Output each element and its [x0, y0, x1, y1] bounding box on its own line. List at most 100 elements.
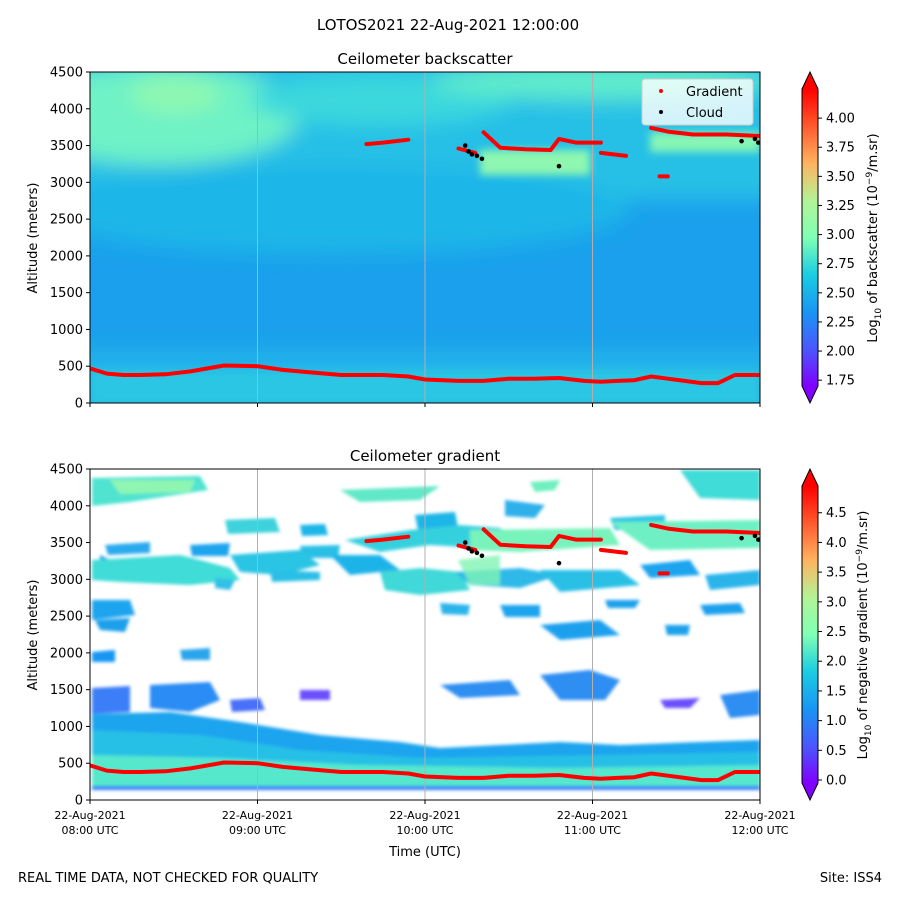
cloud-point	[466, 546, 471, 551]
y-tick-label: 4000	[50, 102, 83, 117]
legend-cloud-marker	[659, 110, 663, 114]
colorbar-tick-label: 4.00	[826, 112, 855, 127]
gradient-colorbar-label: Log10 of negative gradient (10−9/m.sr)	[855, 511, 874, 760]
backscatter-ylabel: Altitude (meters)	[26, 183, 41, 294]
y-tick-label: 4500	[50, 463, 83, 478]
gradient-grid	[257, 469, 593, 800]
y-tick-label: 2000	[50, 249, 83, 264]
y-tick-label: 0	[75, 794, 83, 809]
cloud-point	[756, 537, 760, 542]
cloud-point	[466, 149, 471, 154]
x-tick-time: 08:00 UTC	[61, 824, 118, 837]
gradient-series-line	[364, 137, 411, 147]
y-tick-label: 4500	[50, 66, 83, 81]
gradient-series-line	[90, 760, 760, 783]
footer-disclaimer: REAL TIME DATA, NOT CHECKED FOR QUALITY	[18, 871, 318, 886]
figure-title: LOTOS2021 22-Aug-2021 12:00:00	[317, 16, 579, 34]
gradient-x-ticks: 22-Aug-2021 08:00 UTC 22-Aug-2021 09:00 UTC…	[54, 800, 796, 837]
x-tick-time: 11:00 UTC	[564, 824, 621, 837]
cloud-point	[752, 533, 758, 539]
colorbar-tick-label: 4.5	[826, 506, 847, 521]
colorbar-top-extend	[802, 72, 818, 89]
backscatter-grid	[257, 72, 593, 403]
gradient-series-line	[481, 527, 603, 549]
y-tick-label: 1500	[50, 683, 83, 698]
colorbar-tick-label: 3.50	[826, 170, 855, 185]
colorbar-top-extend	[802, 469, 818, 486]
y-tick-label: 3000	[50, 573, 83, 588]
backscatter-colorbar-ticks: 1.75 2.00 2.25 2.50 2.75 3.00 3.25 3.50 3.75 4.00	[818, 112, 855, 389]
colorbar-tick-label: 2.5	[826, 625, 847, 640]
gradient-series-line	[364, 534, 411, 544]
y-tick-label: 1000	[50, 323, 83, 338]
y-tick-label: 1000	[50, 720, 83, 735]
gradient-colorbar-ticks: 0.0 0.5 1.0 1.5 2.0 2.5 3.0 3.5 4.0 4.5	[818, 506, 847, 789]
colorbar-tick-label: 3.25	[826, 199, 855, 214]
y-tick-label: 2000	[50, 646, 83, 661]
y-tick-label: 500	[58, 360, 83, 375]
cloud-point	[739, 138, 744, 144]
gradient-series-line	[90, 363, 760, 386]
legend-gradient-label: Gradient	[686, 85, 743, 100]
colorbar-tick-label: 2.00	[826, 345, 855, 360]
gradient-overlay	[90, 522, 760, 783]
cloud-point	[474, 550, 480, 556]
gradient-colorbar: 0.0 0.5 1.0 1.5 2.0 2.5 3.0 3.5 4.0 4.5 Log10 of …	[801, 467, 874, 802]
gradient-series-line	[598, 547, 628, 555]
cloud-point	[479, 156, 485, 162]
x-tick-date: 22-Aug-2021	[724, 809, 795, 822]
y-tick-label: 0	[75, 397, 83, 412]
colorbar-tick-label: 2.25	[826, 315, 855, 330]
cloud-point	[756, 140, 760, 145]
colorbar-tick-label: 3.5	[826, 566, 847, 581]
cloud-point	[474, 153, 480, 159]
cloud-point	[556, 560, 562, 566]
cloud-point	[469, 549, 475, 554]
gradient-series-line	[481, 130, 603, 152]
y-tick-label: 2500	[50, 213, 83, 228]
colorbar-tick-label: 2.50	[826, 286, 855, 301]
x-tick-date: 22-Aug-2021	[222, 809, 293, 822]
cloud-point	[462, 540, 468, 545]
colorbar-tick-label: 0.0	[826, 774, 847, 789]
colorbar-tick-label: 2.0	[826, 655, 847, 670]
x-tick-date: 22-Aug-2021	[557, 809, 628, 822]
backscatter-colorbar: 1.75 2.00 2.25 2.50 2.75 3.00 3.25 3.50 3.75 4.00…	[801, 70, 884, 405]
x-tick-date: 22-Aug-2021	[389, 809, 460, 822]
backscatter-title: Ceilometer backscatter	[337, 50, 513, 68]
colorbar-tick-label: 1.5	[826, 684, 847, 699]
gradient-series-line	[649, 125, 760, 138]
y-tick-label: 4000	[50, 499, 83, 514]
colorbar-tick-label: 3.00	[826, 228, 855, 243]
cloud-point	[739, 535, 744, 541]
x-tick-time: 10:00 UTC	[396, 824, 453, 837]
colorbar-bottom-extend	[802, 386, 818, 403]
colorbar-tick-label: 0.5	[826, 744, 847, 759]
gradient-title: Ceilometer gradient	[350, 447, 500, 465]
backscatter-colorbar-label: Log10 of backscatter (10−9/m.sr)	[865, 133, 884, 342]
colorbar-tick-label: 3.75	[826, 141, 855, 156]
backscatter-y-ticks: 0 500 1000 1500 2000 2500 3000 3500 4000 4500	[50, 66, 90, 412]
legend-cloud-label: Cloud	[686, 106, 723, 121]
footer-site: Site: ISS4	[820, 871, 882, 886]
cloud-point	[556, 163, 562, 169]
x-tick-time: 09:00 UTC	[229, 824, 286, 837]
x-tick-time: 12:00 UTC	[731, 824, 788, 837]
y-tick-label: 3500	[50, 536, 83, 551]
gradient-ylabel: Altitude (meters)	[26, 580, 41, 691]
y-tick-label: 1500	[50, 286, 83, 301]
colorbar-tick-label: 4.0	[826, 536, 847, 551]
cloud-point	[479, 553, 485, 559]
colorbar-tick-label: 3.0	[826, 595, 847, 610]
y-tick-label: 500	[58, 757, 83, 772]
backscatter-panel: Ceilometer backscatter	[26, 50, 884, 412]
colorbar-tick-label: 1.0	[826, 714, 847, 729]
gradient-panel: Ceilometer gradient	[26, 447, 874, 860]
cloud-point	[752, 136, 758, 142]
colorbar-bottom-extend	[802, 783, 818, 800]
colorbar-tick-label: 1.75	[826, 374, 855, 389]
gradient-series-line	[649, 522, 760, 535]
cloud-point	[462, 143, 468, 148]
gradient-y-ticks: 0 500 1000 1500 2000 2500 3000 3500 4000 4500	[50, 463, 90, 809]
